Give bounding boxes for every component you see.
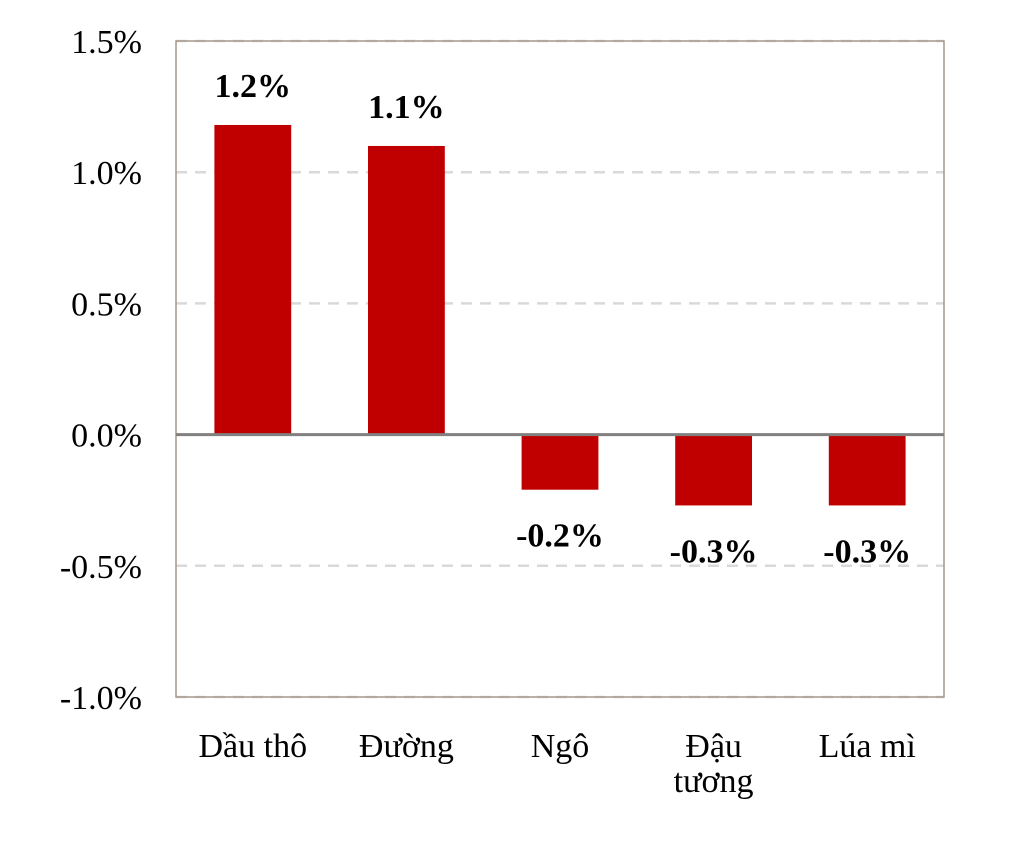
bar — [368, 145, 445, 435]
data-labels: 1.2% 1.1% -0.2% -0.3% -0.3% — [215, 68, 912, 570]
y-tick-label: 0.5% — [71, 286, 142, 323]
y-tick-label: -0.5% — [60, 549, 142, 586]
bars — [214, 124, 906, 506]
y-tick-label: 1.5% — [71, 24, 142, 61]
category-label: Lúa mì — [819, 728, 916, 765]
category-label: tương — [674, 763, 754, 800]
bar — [675, 434, 752, 506]
category-label: Đường — [359, 728, 454, 765]
y-tick-label: 0.0% — [71, 418, 142, 455]
data-label: 1.2% — [215, 68, 292, 105]
bar — [214, 124, 292, 435]
data-label: -0.3% — [823, 533, 911, 570]
data-label: -0.2% — [516, 518, 604, 555]
bar — [521, 434, 599, 490]
category-label: Ngô — [531, 728, 590, 765]
data-label: 1.1% — [368, 89, 445, 126]
y-axis-tick-labels: -1.0% -0.5% 0.0% 0.5% 1.0% 1.5% — [60, 24, 142, 717]
category-label: Đậu — [685, 728, 742, 765]
y-tick-label: -1.0% — [60, 680, 142, 717]
plot-frame — [175, 40, 945, 698]
bar — [828, 434, 906, 506]
data-label: -0.3% — [670, 533, 758, 570]
category-label: Dầu thô — [199, 728, 308, 765]
y-tick-label: 1.0% — [71, 155, 142, 192]
